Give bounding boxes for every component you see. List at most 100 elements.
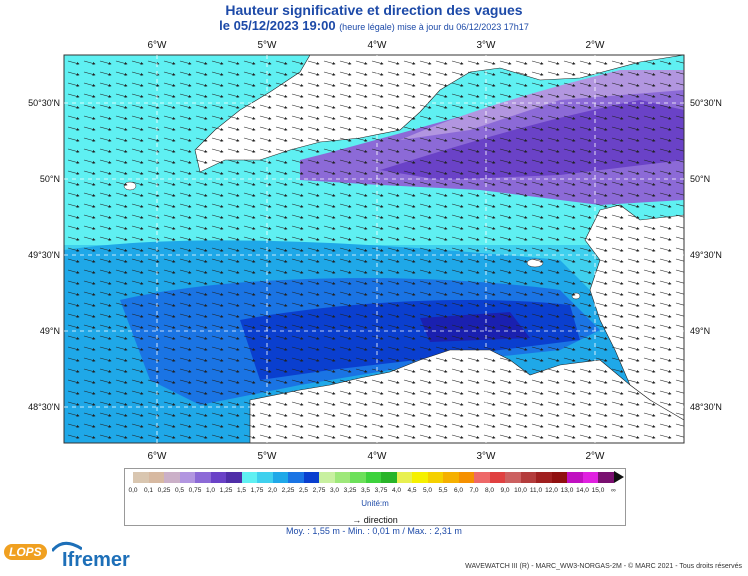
- direction-arrow: [195, 82, 208, 87]
- direction-arrow: [131, 203, 144, 208]
- direction-arrow: [323, 335, 336, 340]
- direction-arrow: [467, 291, 480, 296]
- legend-unit: Unité:m: [361, 499, 389, 508]
- direction-arrow: [467, 71, 480, 76]
- direction-arrow: [483, 258, 496, 263]
- direction-arrow: [579, 159, 592, 164]
- ifremer-logo: Ifremer: [62, 549, 130, 571]
- direction-arrow: [515, 159, 528, 164]
- direction-arrow: [259, 137, 272, 142]
- direction-arrow: [211, 258, 224, 263]
- direction-arrow: [291, 280, 304, 285]
- direction-arrow: [115, 126, 128, 131]
- direction-arrow: [547, 236, 560, 241]
- direction-arrow: [531, 71, 544, 76]
- direction-arrow: [147, 313, 160, 318]
- direction-arrow: [275, 126, 288, 131]
- direction-arrow: [547, 126, 560, 131]
- direction-arrow: [227, 137, 240, 142]
- direction-arrow: [531, 104, 544, 109]
- direction-arrow: [595, 269, 608, 274]
- direction-arrow: [259, 214, 272, 219]
- direction-arrow: [675, 137, 684, 141]
- direction-arrow: [131, 247, 144, 252]
- direction-arrow: [131, 159, 144, 164]
- direction-arrow: [243, 291, 256, 296]
- direction-arrow: [163, 335, 176, 340]
- direction-arrow: [67, 247, 80, 252]
- direction-arrow: [563, 302, 576, 307]
- direction-arrow: [99, 313, 112, 318]
- direction-arrow: [259, 280, 272, 285]
- direction-arrow: [675, 60, 684, 64]
- direction-arrow: [243, 115, 256, 120]
- direction-arrow: [67, 71, 80, 76]
- direction-arrow: [467, 258, 480, 263]
- direction-arrow: [563, 192, 576, 197]
- direction-arrow: [99, 335, 112, 340]
- direction-arrow: [307, 170, 320, 175]
- direction-arrow: [499, 148, 512, 153]
- direction-arrow: [243, 302, 256, 307]
- direction-arrow: [387, 170, 400, 175]
- direction-arrow: [451, 247, 464, 252]
- direction-arrow: [627, 104, 640, 109]
- direction-arrow: [323, 236, 336, 241]
- direction-arrow: [83, 313, 96, 318]
- direction-arrow: [419, 236, 432, 241]
- direction-arrow: [419, 258, 432, 263]
- direction-arrow: [259, 192, 272, 197]
- direction-arrow: [563, 93, 576, 98]
- direction-arrow: [547, 93, 560, 98]
- direction-arrow: [595, 93, 608, 98]
- color-bar-swatch: [598, 472, 614, 483]
- direction-arrow: [579, 258, 592, 263]
- direction-arrow: [483, 291, 496, 296]
- direction-arrow: [611, 324, 624, 329]
- direction-arrow: [179, 225, 192, 230]
- direction-arrow: [499, 313, 512, 318]
- direction-arrow: [595, 126, 608, 131]
- direction-arrow: [355, 258, 368, 263]
- direction-arrow: [403, 148, 416, 153]
- update-note: (heure légale) mise à jour du 06/12/2023…: [339, 22, 529, 32]
- direction-arrow: [435, 324, 448, 329]
- direction-arrow: [291, 159, 304, 164]
- direction-arrow: [499, 93, 512, 98]
- direction-arrow: [611, 137, 624, 142]
- map-datetime: le 05/12/2023 19:00 (heure légale) mise …: [0, 18, 748, 33]
- direction-arrow: [195, 104, 208, 109]
- direction-arrow: [579, 170, 592, 175]
- direction-arrow: [339, 148, 352, 153]
- direction-arrow: [243, 280, 256, 285]
- direction-arrow: [115, 291, 128, 296]
- direction-arrow: [259, 247, 272, 252]
- direction-arrow: [339, 181, 352, 186]
- direction-arrow: [259, 302, 272, 307]
- direction-arrow: [403, 137, 416, 142]
- direction-arrow: [403, 247, 416, 252]
- direction-arrow: [307, 192, 320, 197]
- direction-arrow: [499, 82, 512, 87]
- direction-arrow: [323, 126, 336, 131]
- direction-arrow: [211, 203, 224, 208]
- direction-arrow: [659, 159, 672, 164]
- direction-arrow: [147, 225, 160, 230]
- direction-arrow: [355, 192, 368, 197]
- direction-arrow: [179, 203, 192, 208]
- longitude-label: 4°W: [368, 40, 388, 51]
- direction-arrow: [403, 258, 416, 263]
- longitude-label: 2°W: [586, 451, 606, 462]
- direction-arrow: [627, 214, 640, 219]
- direction-arrow: [515, 192, 528, 197]
- direction-arrow: [99, 236, 112, 241]
- direction-arrow: [579, 302, 592, 307]
- direction-arrow: [611, 225, 624, 230]
- direction-arrow: [275, 82, 288, 87]
- direction-arrow: [403, 71, 416, 76]
- direction-arrow: [291, 137, 304, 142]
- direction-arrow: [339, 192, 352, 197]
- direction-arrow: [611, 148, 624, 153]
- direction-arrow: [659, 247, 672, 252]
- direction-arrow: [99, 60, 112, 65]
